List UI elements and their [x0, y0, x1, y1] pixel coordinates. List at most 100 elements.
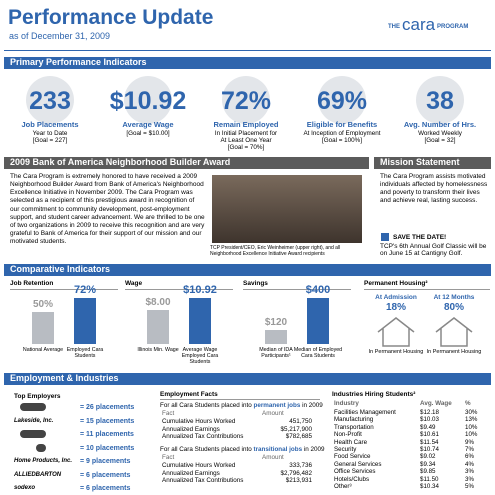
bar-category: Employed Cara Students	[66, 347, 104, 360]
industry-cell: 3%	[465, 468, 474, 476]
indicator-circle	[26, 76, 74, 124]
bar-category: Average Wage Employed Cara Students	[181, 347, 219, 366]
fact-header: Fact	[162, 410, 175, 417]
indicator-circle	[318, 76, 366, 124]
indicator-label: Average Wage	[122, 120, 174, 129]
save-title: SAVE THE DATE!	[393, 234, 447, 241]
fact-amount: $5,217,900	[280, 425, 312, 433]
industry-cell: $9.02	[420, 453, 436, 461]
panel-title: Savings	[243, 280, 268, 287]
industry-cell: Health Care	[334, 438, 368, 446]
bar-category: Median of Employed Cara Students	[293, 347, 343, 360]
indicator-note: [Goal = 227]	[32, 137, 68, 144]
section-bar: Employment & Industries	[4, 373, 491, 385]
employer-logo	[20, 430, 46, 438]
industry-cell: Non-Profit	[334, 431, 362, 439]
fact-header: Amount	[262, 410, 284, 417]
housing-caption: In Permanent Housing	[426, 349, 482, 355]
industry-cell: 7%	[465, 446, 474, 453]
housing-value: 18%	[385, 302, 406, 313]
industry-cell: 4%	[465, 460, 474, 468]
industry-cell: 5%	[465, 483, 474, 490]
fact-header: Fact	[162, 454, 175, 461]
industry-cell: Office Services	[334, 468, 376, 476]
indicator-circle	[222, 76, 270, 124]
industry-cell: Food Service	[334, 453, 371, 461]
panel-rule	[364, 289, 490, 290]
logo-prefix: THE	[388, 24, 400, 30]
bar-category: Median of IDA Participants¹	[259, 347, 293, 360]
date: as of December 31, 2009	[9, 31, 111, 41]
fact-header: Amount	[262, 454, 284, 461]
industry-cell: 3%	[465, 475, 474, 483]
indicator-note: In Initial Placement for	[214, 130, 278, 137]
employer-logo	[36, 443, 46, 452]
section-bar: Primary Performance Indicators	[4, 57, 491, 69]
industry-cell: $11.54	[420, 438, 439, 446]
fact-name: Annualized Earnings	[162, 469, 220, 477]
industry-cell: Hotels/Clubs	[334, 475, 370, 483]
industry-header: Avg. Wage	[420, 400, 452, 407]
indicator-note: [Goal = $10.00]	[126, 130, 170, 137]
indicator-label: Remain Employed	[213, 120, 279, 129]
bar	[147, 310, 169, 344]
panel-rule	[243, 289, 351, 290]
industry-cell: $9.49	[420, 423, 436, 431]
industry-cell: $10.34	[420, 483, 439, 490]
bar-label: $120	[264, 317, 288, 329]
fact-amount: 333,736	[289, 462, 312, 469]
housing-label: At 12 Months	[433, 294, 475, 301]
employer-placements: = 11 placements	[80, 431, 134, 438]
industry-cell: 30%	[465, 409, 478, 416]
industry-cell: Manufacturing	[334, 416, 374, 424]
industry-cell: Facilities Management	[334, 409, 396, 416]
column-title: Top Employers	[14, 393, 61, 400]
save-text: TCP's 6th Annual Golf Classic will be on…	[380, 243, 487, 258]
industry-cell: Security	[334, 446, 357, 453]
bar	[265, 330, 287, 344]
industry-cell: General Services	[334, 460, 382, 468]
fact-name: Cumulative Hours Worked	[162, 462, 236, 469]
industry-cell: $10.61	[420, 431, 439, 439]
industry-cell: 10%	[465, 431, 478, 439]
employer-placements: = 6 placements	[80, 485, 131, 492]
fact-name: Cumulative Hours Worked	[162, 418, 236, 425]
logo-name: cara	[402, 15, 436, 34]
industry-cell: Other³	[334, 483, 352, 490]
photo-caption: TCP President/CEO, Eric Weinheimer (uppe…	[210, 245, 341, 257]
indicator-note: [Goal = 70%]	[227, 144, 265, 151]
house-icon	[435, 317, 473, 347]
indicator-note: [Goal = 100%]	[321, 137, 363, 144]
fact-intro-part: in 2009	[302, 446, 325, 453]
industry-cell: $10.03	[420, 416, 439, 424]
fact-intro: For all Cara Students placed into perman…	[160, 402, 323, 409]
fact-intro-part: in 2009	[300, 402, 323, 409]
employer-logo: Lakeside, Inc.	[14, 417, 54, 424]
bar	[189, 298, 211, 344]
panel-rule	[10, 289, 118, 290]
industry-cell: $12.18	[420, 409, 439, 416]
title: Performance Update	[8, 6, 214, 29]
industry-cell: $9.85	[420, 468, 436, 476]
column-rule	[160, 399, 320, 400]
house-icon	[377, 317, 415, 347]
bar-category: Illinois Min. Wage	[137, 347, 179, 353]
indicator-value: 69%	[316, 87, 368, 115]
bar-label: 50%	[32, 299, 53, 311]
industry-cell: 6%	[465, 453, 474, 461]
photo	[212, 175, 362, 243]
section-bar: Mission Statement	[374, 157, 491, 169]
panel-rule	[125, 289, 233, 290]
employer-placements: = 6 placements	[80, 471, 131, 479]
employer-logo: ALLIEDBARTON	[14, 471, 62, 478]
section-bar: 2009 Bank of America Neighborhood Builde…	[4, 157, 369, 169]
industry-header: Industry	[334, 400, 359, 407]
indicator-value: $10.92	[109, 87, 187, 115]
indicator-circle	[416, 76, 464, 124]
award-text: The Cara Program is extremely honored to…	[10, 173, 205, 245]
indicator-value: 72%	[220, 87, 272, 115]
fact-amount: $782,685	[285, 433, 312, 440]
indicator-value: 38	[426, 87, 454, 115]
fact-amount: $2,796,482	[280, 469, 312, 477]
employer-placements: = 10 placements	[80, 444, 135, 452]
